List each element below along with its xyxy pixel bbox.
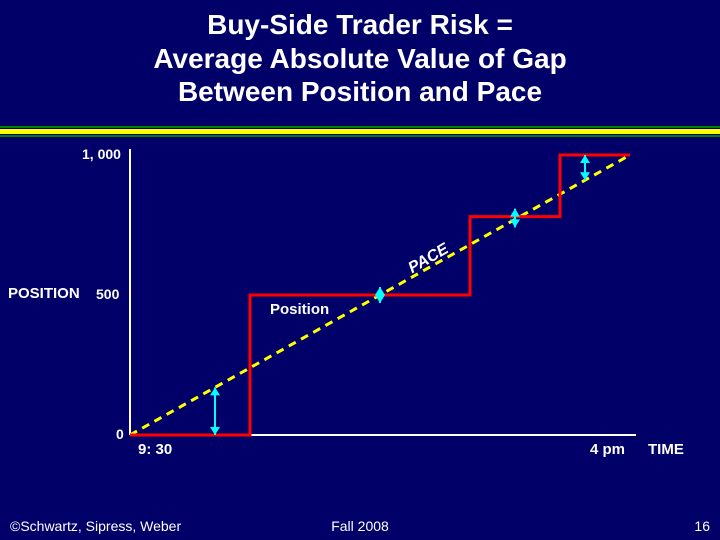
footer-copyright: ©Schwartz, Sipress, Weber bbox=[10, 518, 181, 534]
footer-page: 16 bbox=[694, 518, 710, 534]
chart-svg bbox=[0, 0, 720, 540]
footer-term: Fall 2008 bbox=[331, 518, 389, 534]
